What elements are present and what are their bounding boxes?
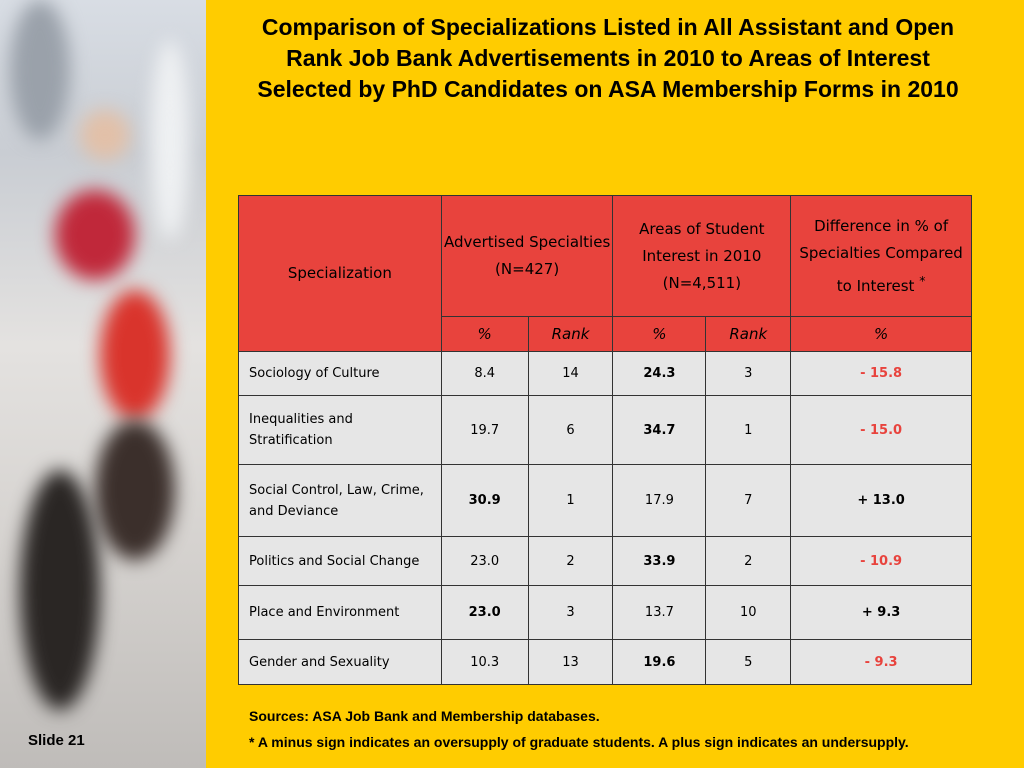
notes: Sources: ASA Job Bank and Membership dat… — [249, 706, 969, 758]
adv-rank-cell: 2 — [527, 536, 614, 586]
stu-rank-cell: 3 — [705, 351, 792, 396]
table-row: Place and Environment 23.0 3 13.7 10 + 9… — [238, 585, 972, 640]
row-label: Gender and Sexuality — [238, 639, 442, 685]
subheader-diff-pct: % — [790, 316, 972, 352]
adv-pct-cell: 23.0 — [440, 536, 529, 586]
header-specialization: Specialization — [238, 195, 442, 352]
table-row: Inequalities and Stratification 19.7 6 3… — [238, 395, 972, 465]
slide-title: Comparison of Specializations Listed in … — [257, 14, 959, 102]
adv-rank-cell: 13 — [527, 639, 614, 685]
subheader-adv-pct: % — [440, 316, 529, 352]
stu-rank-cell: 1 — [705, 395, 792, 465]
diff-cell: - 15.0 — [790, 395, 972, 465]
adv-rank-cell: 14 — [527, 351, 614, 396]
diff-cell: - 9.3 — [790, 639, 972, 685]
adv-rank-cell: 6 — [527, 395, 614, 465]
header-difference: Difference in % of Specialties Compared … — [790, 195, 972, 317]
stu-pct-cell: 19.6 — [612, 639, 707, 685]
adv-rank-cell: 1 — [527, 464, 614, 537]
header-student-interest: Areas of Student Interest in 2010 (N=4,5… — [612, 195, 792, 317]
subheader-stu-rank: Rank — [705, 316, 792, 352]
table-row: Politics and Social Change 23.0 2 33.9 2… — [238, 536, 972, 586]
diff-cell: + 9.3 — [790, 585, 972, 640]
row-label: Place and Environment — [238, 585, 442, 640]
sources-note: Sources: ASA Job Bank and Membership dat… — [249, 708, 600, 724]
slide-number: Slide 21 — [28, 732, 85, 749]
stu-pct-cell: 13.7 — [612, 585, 707, 640]
table-row: Sociology of Culture 8.4 14 24.3 3 - 15.… — [238, 351, 972, 396]
stu-pct-cell: 17.9 — [612, 464, 707, 537]
comparison-table: Specialization Advertised Specialties (N… — [238, 195, 972, 685]
subheader-adv-rank: Rank — [527, 316, 614, 352]
row-label: Social Control, Law, Crime, and Deviance — [238, 464, 442, 537]
table-row: Gender and Sexuality 10.3 13 19.6 5 - 9.… — [238, 639, 972, 685]
header-difference-asterisk: * — [919, 272, 926, 288]
row-label: Inequalities and Stratification — [238, 395, 442, 465]
row-label: Sociology of Culture — [238, 351, 442, 396]
stu-rank-cell: 7 — [705, 464, 792, 537]
diff-cell: - 10.9 — [790, 536, 972, 586]
stu-pct-cell: 24.3 — [612, 351, 707, 396]
row-label: Politics and Social Change — [238, 536, 442, 586]
stu-rank-cell: 5 — [705, 639, 792, 685]
stu-rank-cell: 2 — [705, 536, 792, 586]
diff-cell: + 13.0 — [790, 464, 972, 537]
adv-pct-cell: 30.9 — [440, 464, 529, 537]
header-advertised: Advertised Specialties (N=427) — [440, 195, 614, 317]
adv-pct-cell: 19.7 — [440, 395, 529, 465]
stu-pct-cell: 34.7 — [612, 395, 707, 465]
stu-pct-cell: 33.9 — [612, 536, 707, 586]
diff-cell: - 15.8 — [790, 351, 972, 396]
adv-pct-cell: 10.3 — [440, 639, 529, 685]
subheader-stu-pct: % — [612, 316, 707, 352]
background-photo — [0, 0, 206, 768]
table-row: Social Control, Law, Crime, and Deviance… — [238, 464, 972, 537]
stu-rank-cell: 10 — [705, 585, 792, 640]
header-difference-text: Difference in % of Specialties Compared … — [799, 216, 963, 295]
adv-rank-cell: 3 — [527, 585, 614, 640]
adv-pct-cell: 8.4 — [440, 351, 529, 396]
adv-pct-cell: 23.0 — [440, 585, 529, 640]
footnote: * A minus sign indicates an oversupply o… — [249, 734, 909, 750]
